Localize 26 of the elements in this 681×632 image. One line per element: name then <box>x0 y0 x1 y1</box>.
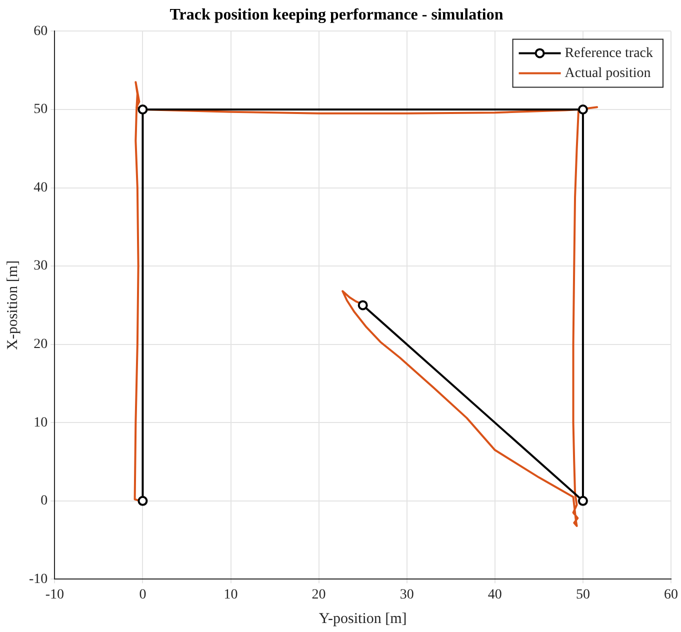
x-tick-label: 30 <box>400 587 414 602</box>
x-tick-label: 60 <box>664 587 678 602</box>
y-tick-label: -10 <box>28 572 48 587</box>
x-axis-title: Y-position [m] <box>318 610 407 627</box>
x-tick-label: -10 <box>45 587 64 602</box>
y-tick-label: 20 <box>34 337 48 352</box>
point <box>578 496 588 506</box>
x-tick-label: 20 <box>312 587 326 602</box>
chart-title: Track position keeping performance - simulation <box>170 6 504 24</box>
y-tick-label: 40 <box>34 180 48 196</box>
point <box>138 496 148 506</box>
y-axis-title: X-position [m] <box>4 260 21 350</box>
legend-label: Actual position <box>564 66 651 81</box>
x-tick-label: 40 <box>488 587 502 602</box>
y-tick-label: 50 <box>34 102 48 118</box>
y-tick-label: 30 <box>34 258 48 274</box>
legend-label: Reference track <box>564 46 654 61</box>
x-tick-label: 10 <box>224 587 238 602</box>
x-tick-label: 50 <box>576 587 590 602</box>
y-tick-label: 0 <box>40 494 48 509</box>
point <box>578 104 588 114</box>
point <box>138 104 148 114</box>
point <box>358 300 368 310</box>
y-tick-label: 10 <box>34 415 48 430</box>
x-tick-label: 0 <box>139 587 146 602</box>
y-tick-label: 60 <box>34 24 48 39</box>
